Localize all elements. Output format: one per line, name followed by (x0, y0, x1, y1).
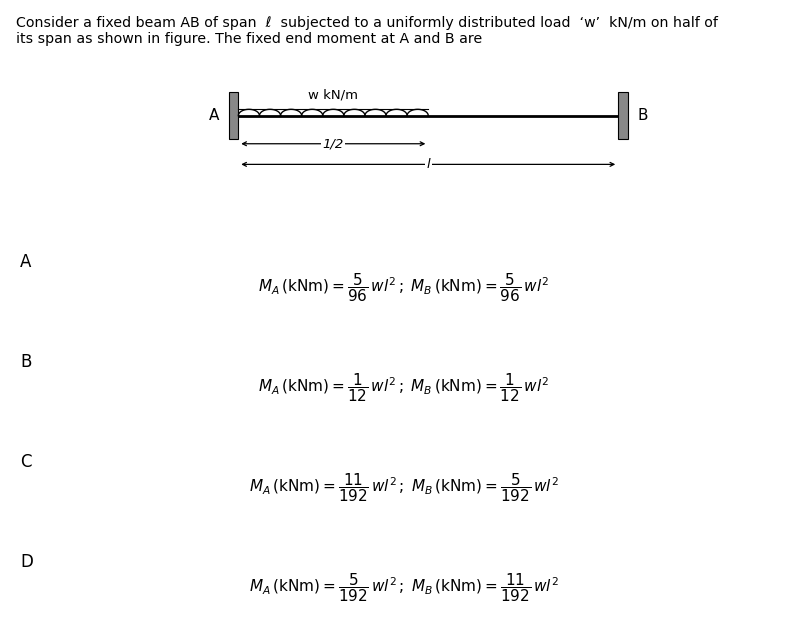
Text: Consider a fixed beam AB of span  ℓ  subjected to a uniformly distributed load  : Consider a fixed beam AB of span ℓ subje… (16, 16, 718, 29)
Text: 1/2: 1/2 (322, 138, 344, 150)
Text: B: B (638, 108, 648, 123)
Text: A: A (208, 108, 219, 123)
Text: l: l (427, 158, 430, 171)
Text: $M_A\,(\mathrm{kNm}) = \dfrac{11}{192}\,wl^2\,;\; M_B\,(\mathrm{kNm}) = \dfrac{5: $M_A\,(\mathrm{kNm}) = \dfrac{11}{192}\,… (249, 471, 559, 504)
Text: $M_A\,(\mathrm{kNm}) = \dfrac{1}{12}\,wl^2\,;\; M_B\,(\mathrm{kNm}) = \dfrac{1}{: $M_A\,(\mathrm{kNm}) = \dfrac{1}{12}\,wl… (259, 371, 549, 404)
Text: C: C (20, 453, 32, 471)
Text: its span as shown in figure. The fixed end moment at A and B are: its span as shown in figure. The fixed e… (16, 32, 482, 46)
Text: w kN/m: w kN/m (309, 88, 358, 101)
Text: $M_A\,(\mathrm{kNm}) = \dfrac{5}{192}\,wl^2\,;\; M_B\,(\mathrm{kNm}) = \dfrac{11: $M_A\,(\mathrm{kNm}) = \dfrac{5}{192}\,w… (249, 571, 559, 604)
Bar (618, 92, 628, 139)
Text: A: A (20, 253, 32, 271)
Text: D: D (20, 553, 33, 571)
Bar (229, 92, 238, 139)
Text: $M_A\,(\mathrm{kNm}) = \dfrac{5}{96}\,wl^2\,;\; M_B\,(\mathrm{kNm}) = \dfrac{5}{: $M_A\,(\mathrm{kNm}) = \dfrac{5}{96}\,wl… (259, 271, 549, 304)
Text: B: B (20, 353, 32, 371)
